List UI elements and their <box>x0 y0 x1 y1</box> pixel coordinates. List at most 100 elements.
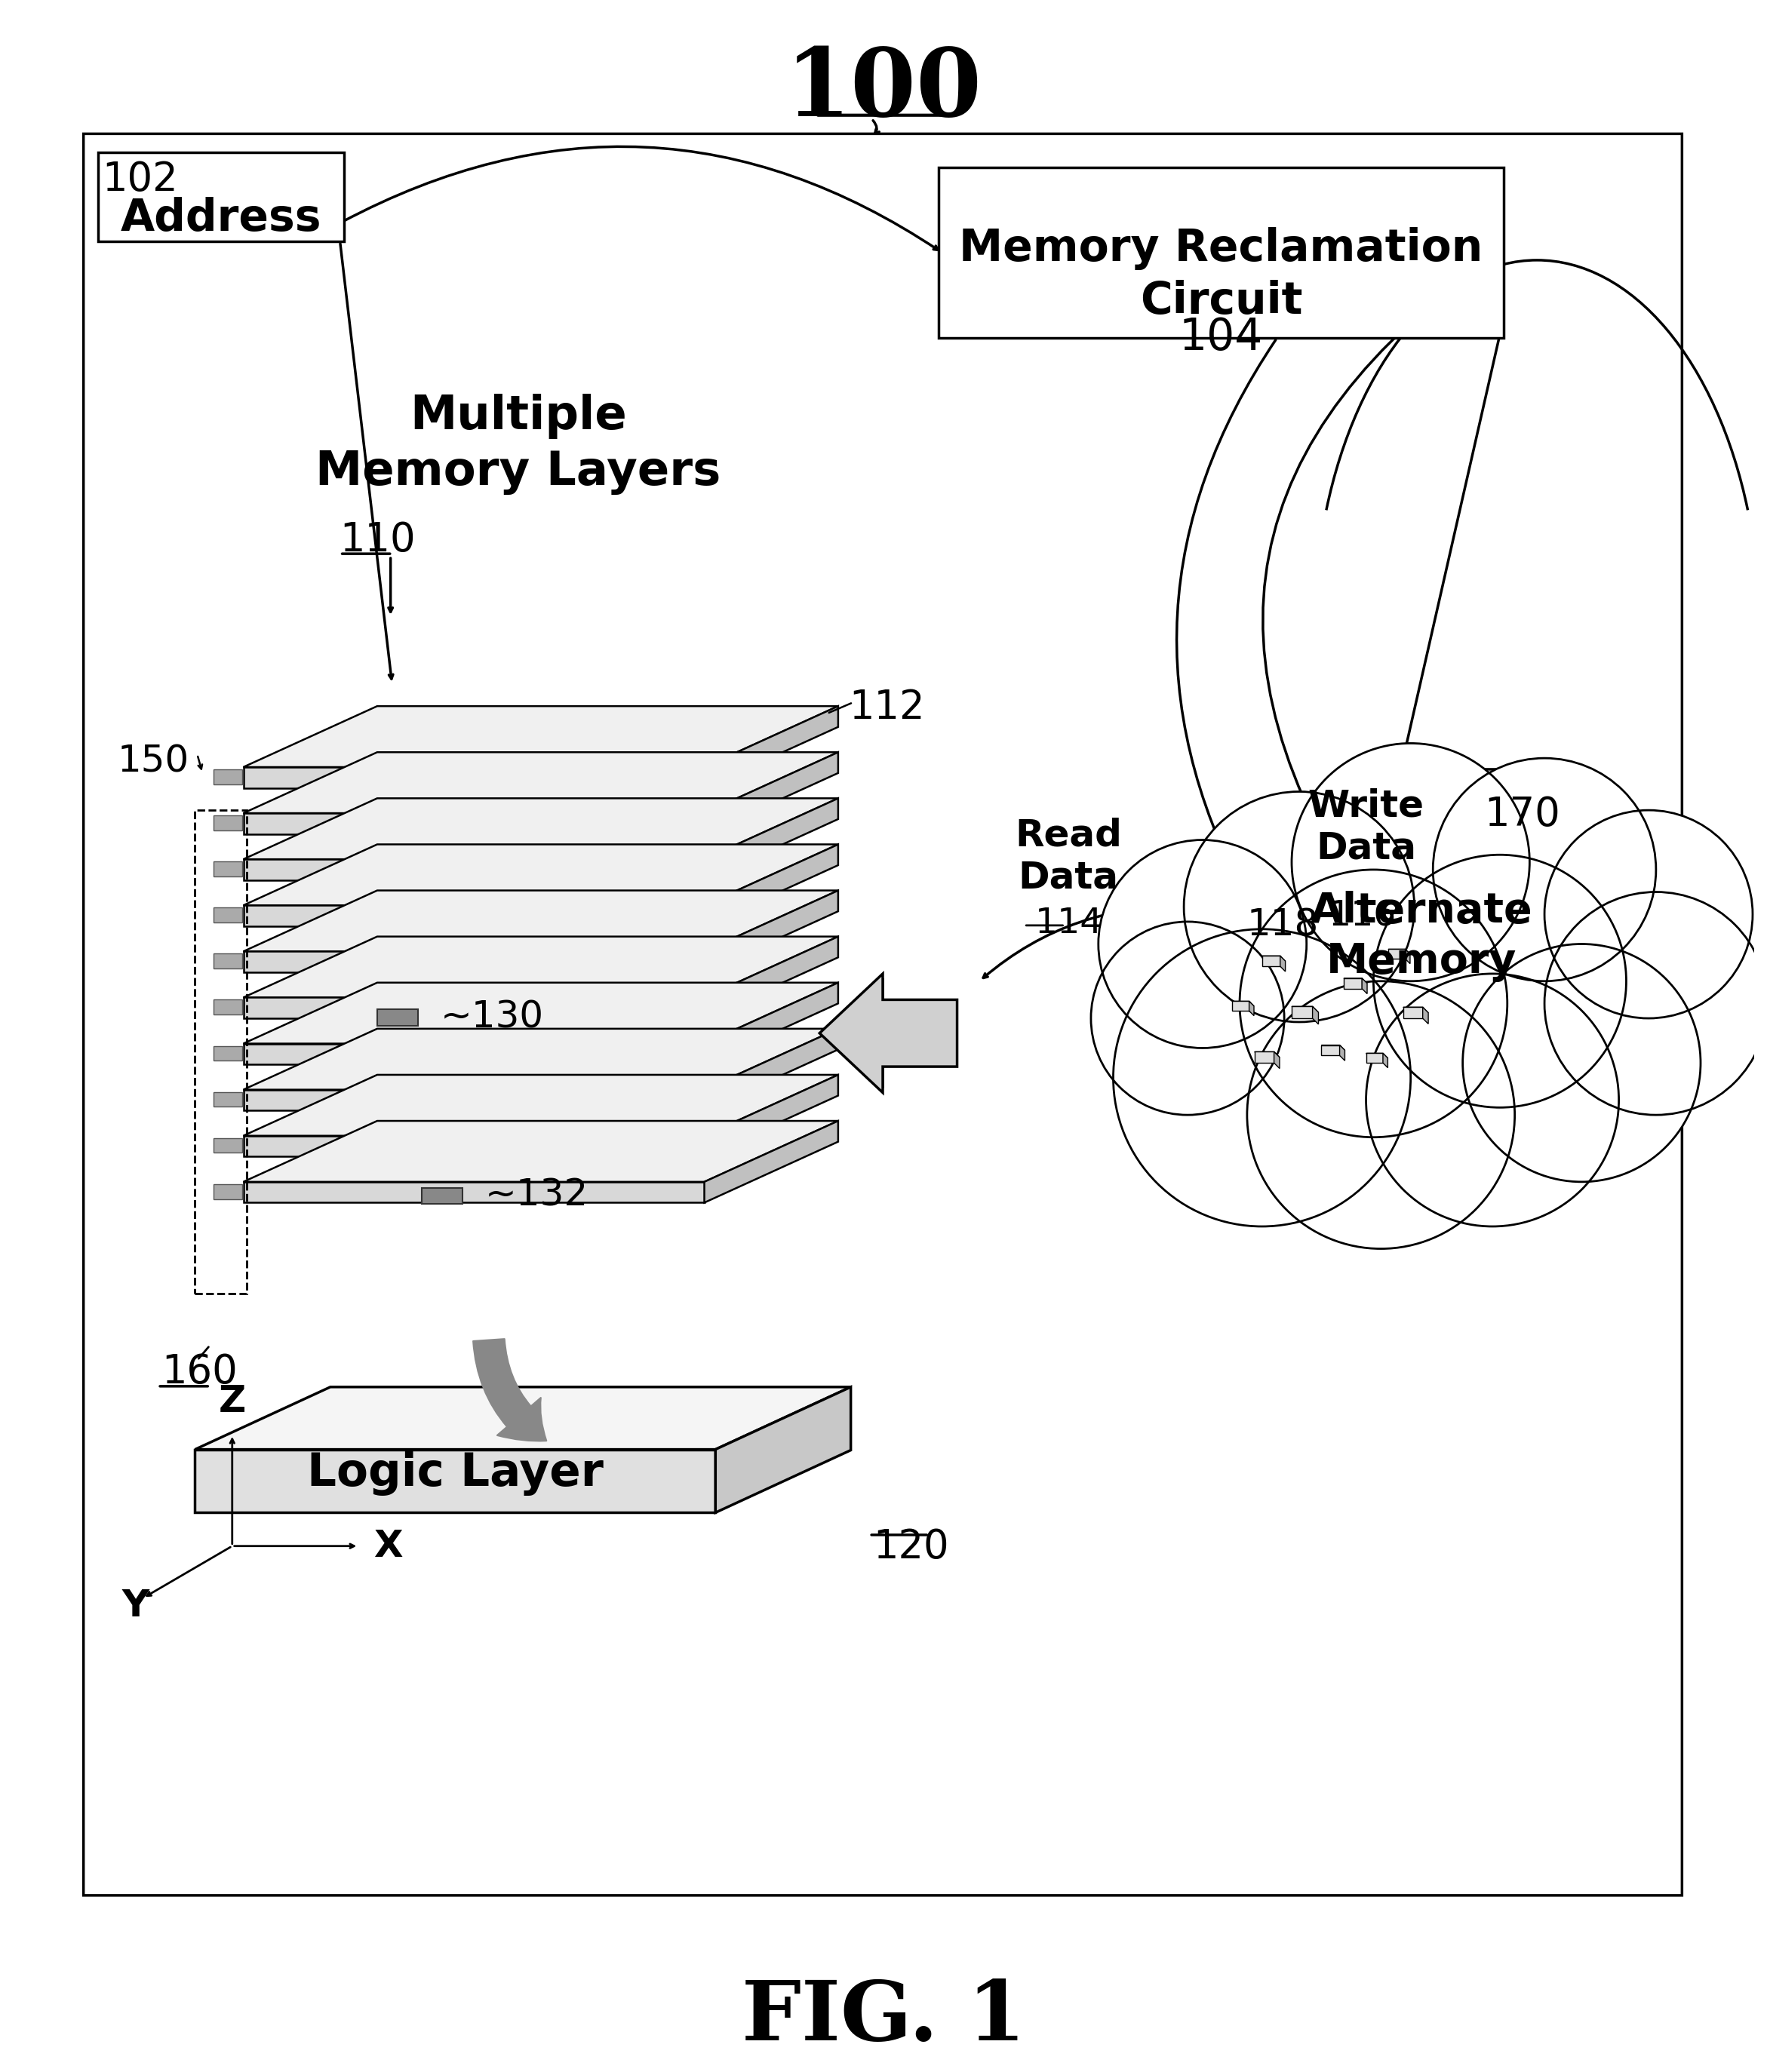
Polygon shape <box>244 798 838 860</box>
Polygon shape <box>1232 1001 1255 1007</box>
Polygon shape <box>1249 1001 1255 1015</box>
Polygon shape <box>1262 955 1285 961</box>
Polygon shape <box>244 891 838 951</box>
Polygon shape <box>244 1075 838 1135</box>
Text: Write
Data: Write Data <box>1308 787 1424 866</box>
Polygon shape <box>1279 955 1285 972</box>
Polygon shape <box>1405 949 1410 963</box>
Polygon shape <box>705 891 838 972</box>
Polygon shape <box>244 905 705 926</box>
Polygon shape <box>244 1121 838 1181</box>
Polygon shape <box>244 1044 705 1065</box>
Text: Read
Data: Read Data <box>1014 818 1122 895</box>
Polygon shape <box>1362 978 1368 995</box>
FancyBboxPatch shape <box>214 862 242 876</box>
Circle shape <box>1248 982 1514 1249</box>
Polygon shape <box>244 1135 705 1156</box>
Circle shape <box>1433 758 1656 982</box>
Polygon shape <box>1403 1007 1428 1013</box>
Polygon shape <box>244 982 838 1044</box>
Polygon shape <box>244 752 838 812</box>
Polygon shape <box>1255 1053 1279 1057</box>
Polygon shape <box>1366 1053 1387 1059</box>
Text: 120: 120 <box>873 1527 949 1566</box>
FancyBboxPatch shape <box>938 168 1504 338</box>
Text: 170: 170 <box>1484 796 1560 835</box>
Circle shape <box>1463 945 1700 1181</box>
Circle shape <box>1184 792 1414 1021</box>
FancyBboxPatch shape <box>214 1046 242 1061</box>
Circle shape <box>1090 922 1285 1115</box>
Polygon shape <box>705 845 838 926</box>
Circle shape <box>1366 974 1619 1227</box>
Text: 102: 102 <box>102 160 178 199</box>
Text: X: X <box>373 1527 403 1564</box>
Circle shape <box>1544 810 1753 1017</box>
Polygon shape <box>244 997 705 1017</box>
Text: 104: 104 <box>1179 315 1263 358</box>
Polygon shape <box>705 1121 838 1202</box>
Polygon shape <box>705 982 838 1065</box>
Text: 160: 160 <box>161 1353 237 1392</box>
Polygon shape <box>194 1386 850 1450</box>
Polygon shape <box>1366 1053 1384 1063</box>
FancyBboxPatch shape <box>214 769 242 783</box>
Polygon shape <box>244 860 705 881</box>
FancyBboxPatch shape <box>214 1183 242 1200</box>
Polygon shape <box>244 767 705 787</box>
Polygon shape <box>705 752 838 833</box>
Text: FIG. 1: FIG. 1 <box>742 1977 1025 2057</box>
Polygon shape <box>1343 978 1362 988</box>
Polygon shape <box>1343 978 1368 984</box>
Polygon shape <box>244 1181 705 1202</box>
FancyBboxPatch shape <box>214 999 242 1015</box>
Polygon shape <box>705 707 838 787</box>
Polygon shape <box>244 1028 838 1090</box>
Text: Z: Z <box>219 1384 246 1419</box>
Polygon shape <box>194 1450 716 1513</box>
FancyBboxPatch shape <box>214 1138 242 1152</box>
Text: 114: 114 <box>1035 908 1103 941</box>
Circle shape <box>1544 891 1767 1115</box>
Polygon shape <box>244 1090 705 1111</box>
Polygon shape <box>1255 1053 1274 1063</box>
Polygon shape <box>1292 1007 1313 1017</box>
Text: 112: 112 <box>850 688 926 727</box>
Polygon shape <box>1422 1007 1428 1024</box>
FancyBboxPatch shape <box>214 953 242 968</box>
Text: ~130: ~130 <box>440 999 544 1034</box>
Polygon shape <box>244 707 838 767</box>
Polygon shape <box>1322 1044 1345 1051</box>
Text: Address: Address <box>120 197 322 240</box>
Text: 100: 100 <box>785 46 982 137</box>
Circle shape <box>1292 744 1530 982</box>
Circle shape <box>1373 856 1626 1109</box>
Polygon shape <box>705 937 838 1017</box>
Polygon shape <box>705 798 838 881</box>
Text: Logic Layer: Logic Layer <box>307 1450 604 1496</box>
FancyArrowPatch shape <box>474 1339 546 1440</box>
Polygon shape <box>1403 1007 1422 1017</box>
Text: Multiple
Memory Layers: Multiple Memory Layers <box>316 394 721 495</box>
Polygon shape <box>244 937 838 997</box>
Polygon shape <box>1389 949 1410 953</box>
Text: Y: Y <box>122 1587 148 1624</box>
Polygon shape <box>1292 1007 1318 1013</box>
FancyBboxPatch shape <box>99 153 345 242</box>
Polygon shape <box>244 951 705 972</box>
Circle shape <box>1099 839 1306 1048</box>
Polygon shape <box>1322 1044 1339 1055</box>
Text: 118: 118 <box>1248 908 1318 943</box>
Polygon shape <box>820 974 958 1092</box>
Polygon shape <box>716 1386 850 1513</box>
Text: Memory Reclamation
Circuit: Memory Reclamation Circuit <box>959 226 1483 323</box>
Text: 110: 110 <box>339 520 415 559</box>
FancyBboxPatch shape <box>214 908 242 922</box>
Circle shape <box>1240 870 1507 1138</box>
Text: ~132: ~132 <box>484 1177 588 1214</box>
FancyBboxPatch shape <box>83 135 1682 1896</box>
FancyBboxPatch shape <box>214 816 242 831</box>
Polygon shape <box>1339 1044 1345 1061</box>
FancyBboxPatch shape <box>376 1009 419 1026</box>
Polygon shape <box>1313 1007 1318 1024</box>
